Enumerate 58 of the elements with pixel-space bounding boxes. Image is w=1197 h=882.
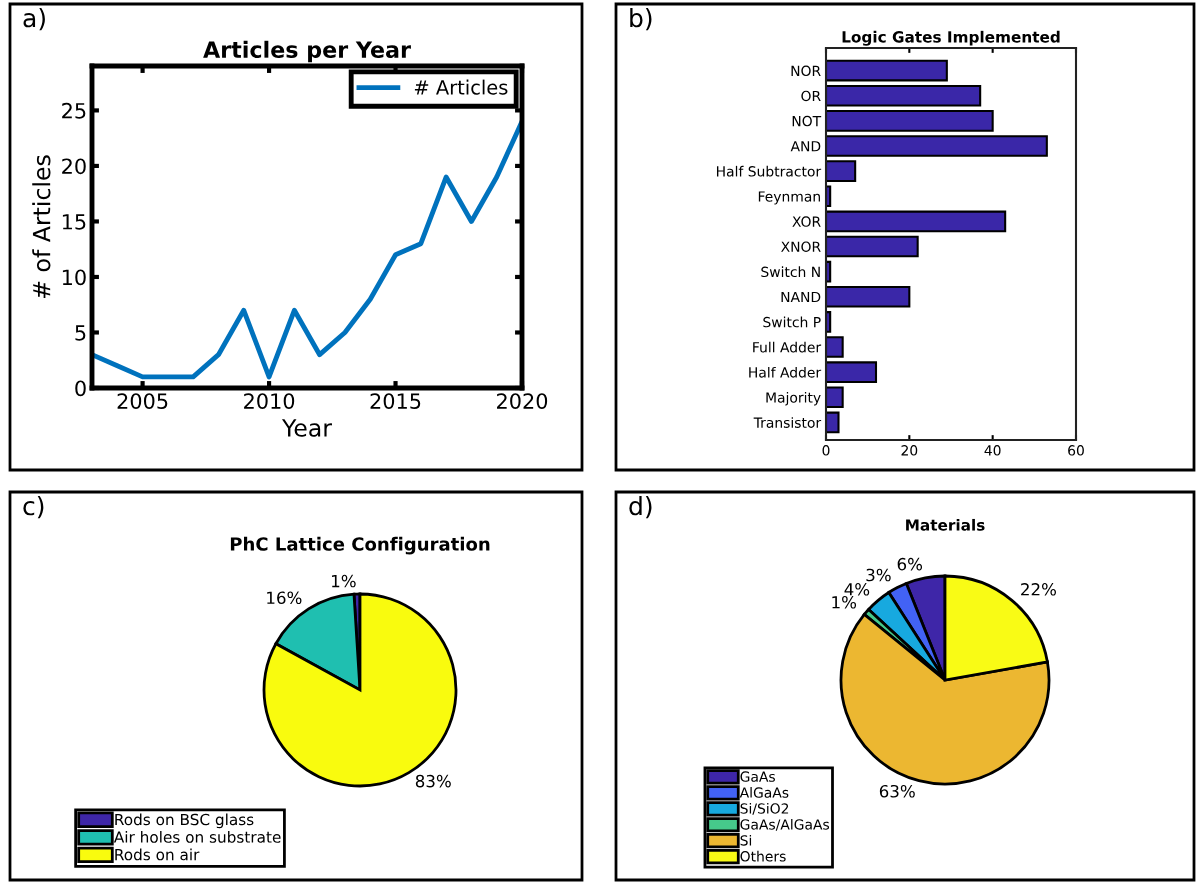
- y-tick-label: NAND: [781, 291, 821, 303]
- legend-label: Rods on BSC glass: [115, 813, 254, 829]
- data-label: 6%: [897, 557, 923, 571]
- data-label: 63%: [879, 784, 915, 798]
- data-label: 16%: [267, 591, 302, 605]
- legend-label: Air holes on substrate: [113, 830, 281, 843]
- legend-label: Si/SiO2: [740, 803, 789, 815]
- legend-label: Si: [740, 834, 752, 846]
- y-tick-label: 5: [75, 325, 86, 341]
- data-label: 22%: [1021, 583, 1056, 596]
- text: a): [23, 8, 45, 31]
- x-tick-label: 20: [901, 445, 918, 456]
- chart-title: Logic Gates Implemented: [842, 30, 1060, 46]
- legend-label: GaAs: [740, 771, 775, 782]
- x-tick-label: 2005: [117, 393, 168, 409]
- legend-label: AlGaAs: [739, 787, 789, 798]
- data-label: 83%: [415, 774, 451, 788]
- y-tick-label: 10: [62, 269, 86, 286]
- y-tick-label: Full Adder: [753, 341, 822, 353]
- x-tick-label: 2010: [244, 393, 295, 409]
- text: b): [630, 8, 652, 31]
- x-tick-label: 2015: [370, 393, 421, 409]
- legend-label: # Articles: [414, 79, 508, 95]
- y-tick-label: 25: [62, 102, 86, 119]
- data-label: 1%: [332, 574, 356, 588]
- chart-title: PhC Lattice Configuration: [230, 536, 490, 555]
- x-tick-label: 40: [984, 445, 1001, 456]
- y-tick-label: Switch P: [763, 316, 821, 328]
- text: c): [23, 496, 44, 519]
- y-tick-label: Feynman: [758, 191, 820, 205]
- y-tick-label: Transistor: [753, 417, 822, 428]
- y-tick-label: Majority: [766, 392, 821, 406]
- y-tick-label: 0: [75, 380, 86, 397]
- y-tick-label: 20: [62, 158, 86, 175]
- y-tick-label: XOR: [792, 216, 821, 227]
- x-tick-label: 2020: [497, 393, 548, 409]
- data-label: 4%: [844, 583, 870, 596]
- x-tick-label: 60: [1068, 445, 1084, 456]
- y-tick-label: XNOR: [781, 241, 821, 252]
- data-label: 3%: [866, 568, 891, 582]
- y-tick-label: OR: [801, 90, 821, 102]
- x-axis-title: Year: [281, 419, 332, 437]
- y-tick-label: Half Adder: [749, 366, 822, 378]
- chart-title: Materials: [906, 518, 985, 531]
- y-tick-label: 15: [62, 214, 86, 230]
- y-tick-label: NOR: [791, 65, 821, 77]
- chart-title: Articles per Year: [203, 40, 411, 63]
- y-axis-title: # of Articles: [32, 155, 51, 298]
- legend-label: Others: [740, 850, 786, 862]
- y-tick-label: Half Subtractor: [716, 165, 822, 177]
- legend-label: GaAs/AlGaAs: [740, 818, 830, 831]
- data-label: 1%: [832, 595, 857, 609]
- y-tick-label: Switch N: [761, 266, 820, 278]
- x-tick-label: 0: [822, 445, 830, 456]
- legend-label: Rods on air: [115, 848, 200, 861]
- y-tick-label: NOT: [792, 115, 822, 127]
- y-tick-label: AND: [790, 141, 821, 152]
- text: d): [629, 496, 652, 519]
